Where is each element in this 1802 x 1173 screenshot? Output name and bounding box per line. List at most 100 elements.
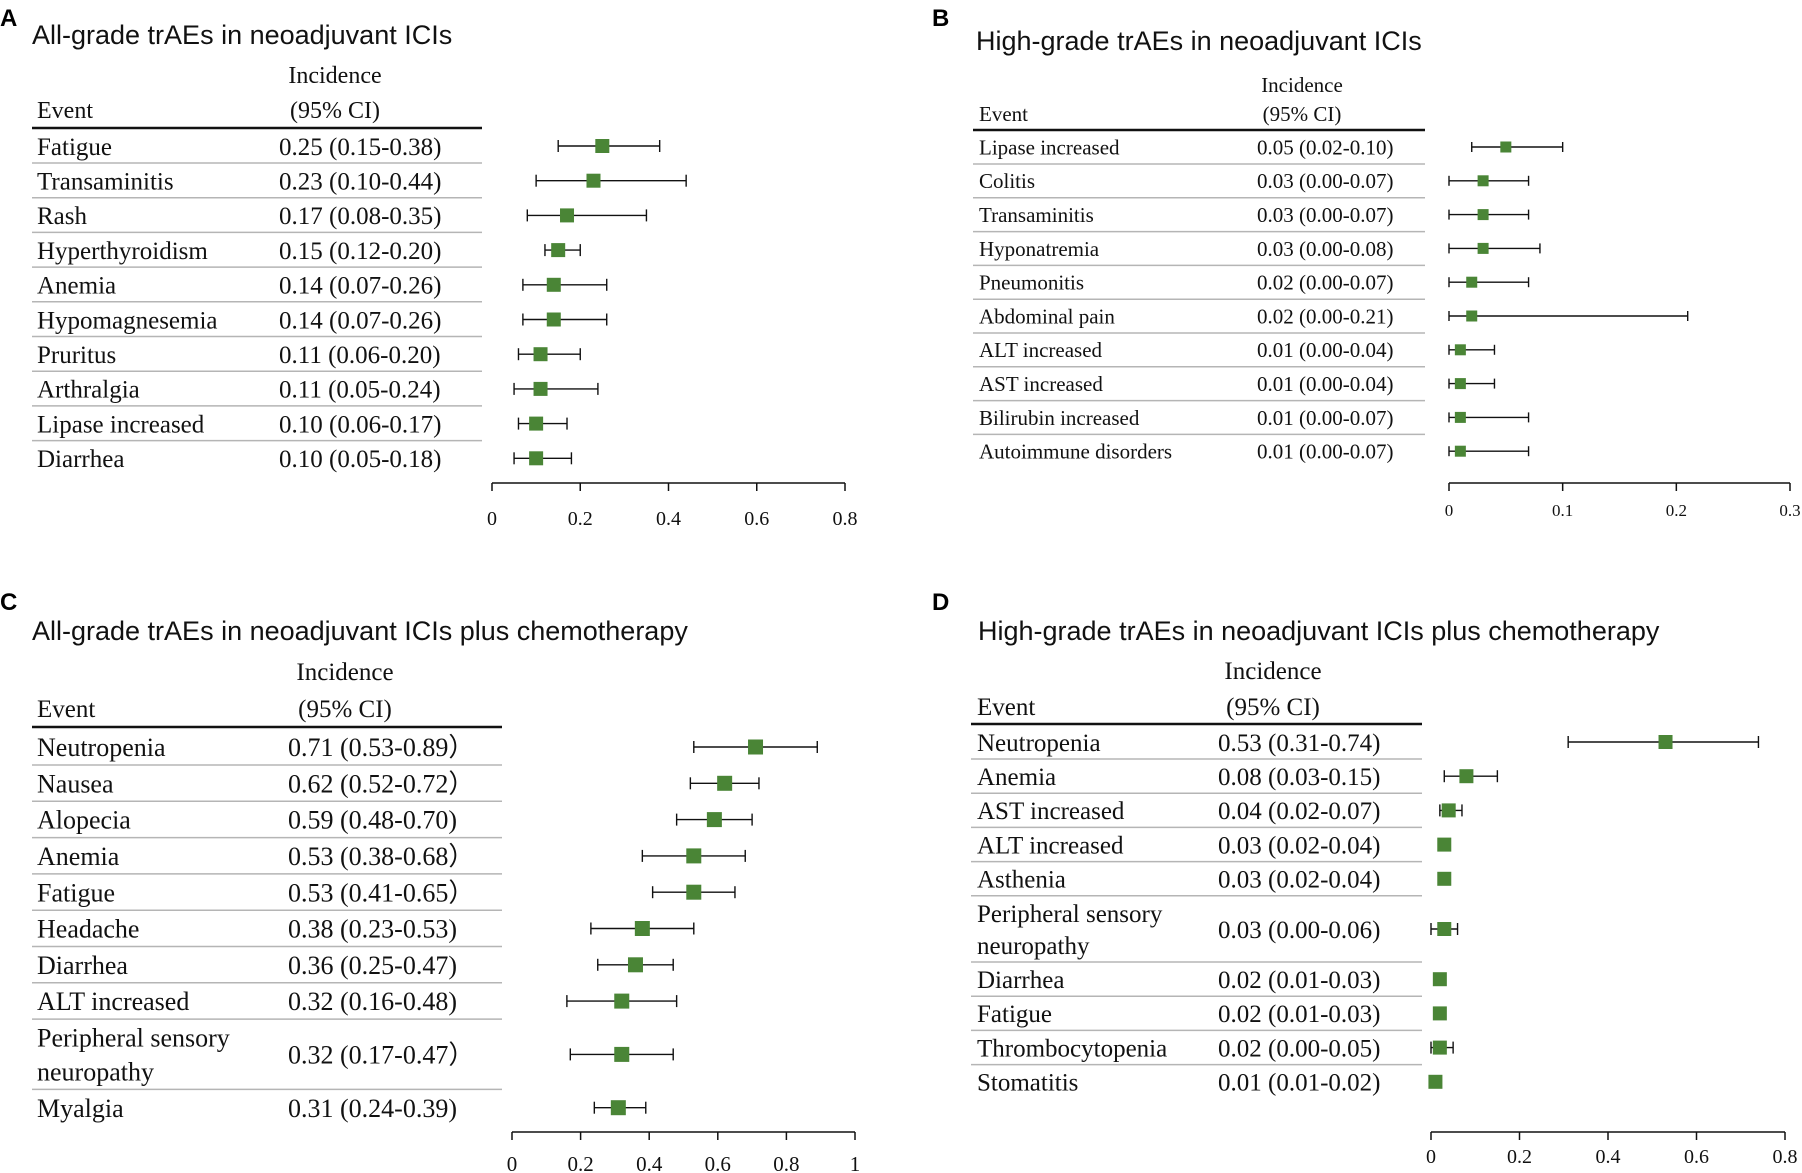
table-row: Fatigue 0.53 (0.41-0.65）: [32, 878, 736, 911]
event-name: Pneumonitis: [979, 271, 1084, 295]
point-estimate-marker: [586, 173, 601, 188]
x-tick-label: 0.4: [636, 1152, 663, 1173]
point-estimate-marker: [1466, 310, 1478, 322]
table-row: Pneumonitis 0.02 (0.00-0.07): [973, 271, 1530, 300]
incidence-ci-value: 0.62 (0.52-0.72）: [288, 769, 474, 798]
point-estimate-marker: [1459, 769, 1474, 784]
point-estimate-marker: [1432, 1040, 1447, 1055]
incidence-ci-value: 0.38 (0.23-0.53): [288, 915, 457, 944]
event-name: Neutropenia: [37, 733, 166, 762]
incidence-ci-value: 0.01 (0.01-0.02): [1218, 1070, 1380, 1097]
table-row: Nausea 0.62 (0.52-0.72）: [32, 769, 760, 803]
table-row: Lipase increased 0.05 (0.02-0.10): [973, 135, 1564, 165]
event-name: Hyponatremia: [979, 237, 1100, 261]
event-name: Alopecia: [37, 806, 131, 835]
point-estimate-marker: [717, 775, 733, 791]
event-name: Diarrhea: [37, 951, 128, 980]
incidence-ci-value: 0.53 (0.38-0.68）: [288, 842, 474, 871]
point-estimate-marker: [748, 739, 764, 755]
x-tick-label: 0: [1445, 501, 1454, 520]
x-tick-label: 0.4: [656, 508, 681, 530]
point-estimate-marker: [1477, 242, 1489, 254]
incidence-ci-value: 0.04 (0.02-0.07): [1218, 798, 1380, 825]
incidence-ci-value: 0.32 (0.17-0.47）: [288, 1041, 474, 1070]
event-name: Abdominal pain: [979, 304, 1115, 328]
event-name: Autoimmune disorders: [979, 440, 1172, 464]
event-name: Anemia: [37, 842, 120, 871]
event-name: Anemia: [977, 764, 1056, 791]
event-name: Myalgia: [37, 1094, 124, 1123]
point-estimate-marker: [533, 381, 548, 396]
x-tick-label: 0.4: [1596, 1146, 1621, 1168]
table-row: Hyponatremia 0.03 (0.00-0.08): [973, 237, 1541, 267]
incidence-ci-value: 0.02 (0.00-0.21): [1257, 304, 1393, 328]
incidence-ci-value: 0.10 (0.05-0.18): [279, 446, 441, 473]
incidence-ci-value: 0.10 (0.06-0.17): [279, 411, 441, 438]
event-name: Fatigue: [37, 134, 112, 161]
table-row: ALT increased 0.32 (0.16-0.48): [32, 987, 678, 1020]
x-tick-label: 0: [487, 508, 497, 530]
table-row: Anemia 0.08 (0.03-0.15): [971, 764, 1499, 794]
incidence-ci-value: 0.02 (0.00-0.07): [1257, 271, 1393, 295]
panel-d: D High-grade trAEs in neoadjuvant ICIs pl…: [932, 589, 1798, 1168]
event-name: Anemia: [37, 273, 116, 300]
point-estimate-marker: [533, 347, 548, 362]
panel-a: A All-grade trAEs in neoadjuvant ICIs Even…: [0, 5, 858, 530]
panel-label: A: [0, 5, 17, 32]
x-tick-label: 0.6: [1684, 1146, 1709, 1168]
table-row: Asthenia 0.03 (0.02-0.04): [971, 867, 1452, 897]
event-name: Diarrhea: [37, 446, 124, 473]
x-tick-label: 0.2: [1666, 501, 1687, 520]
incidence-ci-value: 0.02 (0.01-0.03): [1218, 1001, 1380, 1028]
incidence-ci-value: 0.59 (0.48-0.70): [288, 806, 457, 835]
event-name: Lipase increased: [37, 411, 205, 438]
incidence-ci-value: 0.32 (0.16-0.48): [288, 987, 457, 1016]
event-name: Hypomagnesemia: [37, 307, 218, 334]
point-estimate-marker: [1454, 411, 1466, 423]
event-name: Rash: [37, 203, 88, 230]
point-estimate-marker: [560, 208, 575, 223]
table-row: Stomatitis 0.01 (0.01-0.02): [977, 1070, 1443, 1097]
point-estimate-marker: [627, 957, 643, 973]
column-header-ci: (95% CI): [290, 98, 380, 124]
x-axis: 0 0.2 0.4 0.6 0.8: [1426, 1131, 1798, 1168]
event-name: Nausea: [37, 769, 114, 798]
table-row: Neutropenia 0.53 (0.31-0.74): [971, 730, 1760, 760]
point-estimate-marker: [610, 1100, 626, 1116]
table-row: Anemia 0.53 (0.38-0.68）: [32, 842, 746, 875]
panel-title: High-grade trAEs in neoadjuvant ICIs plu…: [978, 616, 1660, 646]
point-estimate-marker: [546, 277, 561, 292]
table-row: Diarrhea 0.02 (0.01-0.03): [971, 967, 1447, 997]
incidence-ci-value: 0.14 (0.07-0.26): [279, 307, 441, 334]
column-header-ci: (95% CI): [1263, 102, 1342, 126]
point-estimate-marker: [614, 1046, 630, 1062]
x-tick-label: 0.6: [744, 508, 769, 530]
column-header-ci: (95% CI): [298, 696, 392, 723]
panel-label: D: [932, 589, 949, 616]
x-tick-label: 0.2: [567, 1152, 593, 1173]
point-estimate-marker: [1432, 1006, 1447, 1021]
table-row: Anemia 0.14 (0.07-0.26): [32, 273, 608, 303]
table-row: Diarrhea 0.36 (0.25-0.47): [32, 951, 674, 984]
point-estimate-marker: [529, 416, 544, 431]
event-name: Pruritus: [37, 342, 116, 369]
panel-b: B High-grade trAEs in neoadjuvant ICIs Eve…: [932, 5, 1801, 520]
table-row: Alopecia 0.59 (0.48-0.70): [32, 806, 753, 839]
point-estimate-marker: [706, 812, 722, 828]
point-estimate-marker: [1432, 972, 1447, 987]
point-estimate-marker: [1437, 922, 1452, 936]
x-tick-label: 1: [850, 1152, 861, 1173]
incidence-ci-value: 0.71 (0.53-0.89）: [288, 733, 474, 762]
incidence-ci-value: 0.11 (0.06-0.20): [279, 342, 441, 369]
table-row: Colitis 0.03 (0.00-0.07): [973, 169, 1530, 199]
point-estimate-marker: [686, 884, 702, 900]
column-header-incidence: Incidence: [288, 63, 381, 89]
event-name-line-1: Peripheral sensory: [977, 901, 1163, 928]
table-row: Thrombocytopenia 0.02 (0.00-0.05): [971, 1035, 1454, 1066]
event-name: Diarrhea: [977, 967, 1064, 994]
panel-label: C: [0, 589, 17, 616]
x-axis: 0 0.2 0.4 0.6 0.8 1: [507, 1131, 861, 1173]
incidence-ci-value: 0.31 (0.24-0.39): [288, 1094, 457, 1123]
point-estimate-marker: [1466, 276, 1478, 288]
event-name: Transaminitis: [37, 168, 174, 195]
